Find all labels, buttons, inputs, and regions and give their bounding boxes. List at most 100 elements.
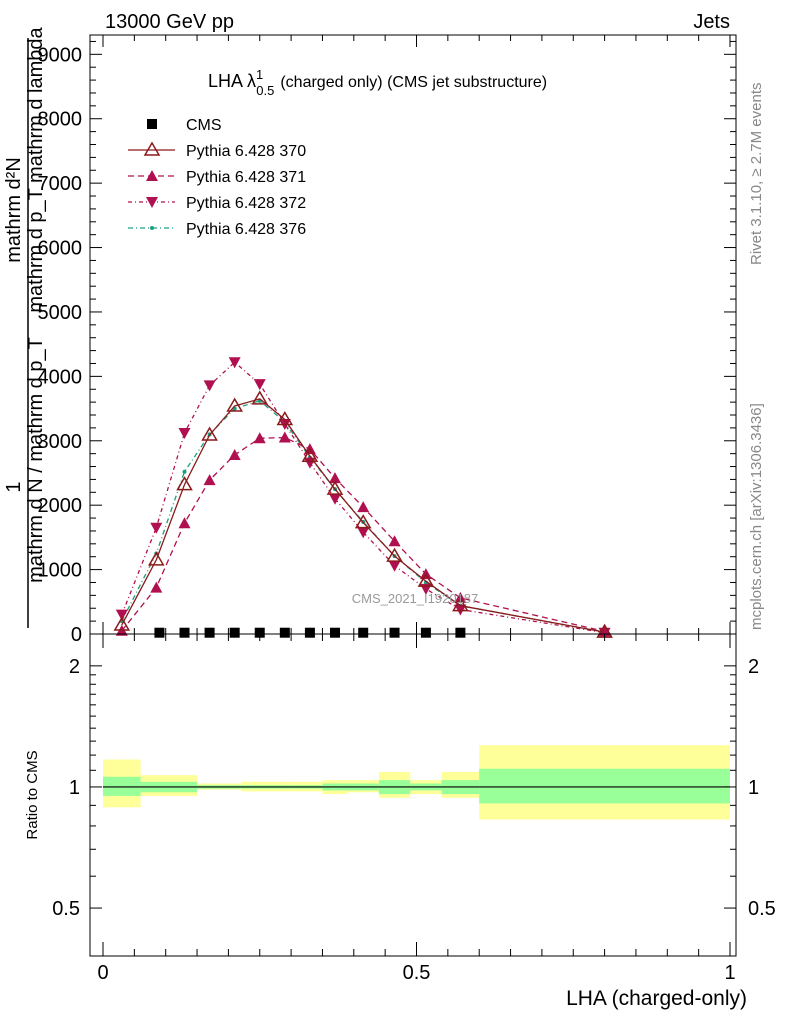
data-point	[251, 390, 269, 405]
series-line	[121, 398, 605, 633]
legend-marker	[147, 119, 157, 129]
data-point	[328, 493, 341, 505]
y-tick-label: 8000	[38, 109, 83, 131]
data-point	[228, 448, 241, 460]
series-line	[121, 436, 605, 633]
y-tick-label: 4000	[38, 366, 83, 388]
data-point	[203, 474, 216, 486]
data-point	[254, 627, 265, 638]
data-point	[204, 627, 215, 638]
y-tick-label: 0	[71, 624, 82, 646]
main-ylabel: 1 mathrm d N / mathrm d p_T mathrm d²N m…	[3, 26, 47, 628]
ratio-y-tick-label-right: 0.5	[748, 898, 776, 920]
data-point	[182, 469, 187, 474]
data-point	[452, 597, 469, 612]
data-point	[278, 431, 291, 443]
y-tick-label: 9000	[38, 44, 83, 66]
ratio-frame	[89, 633, 737, 957]
ratio-y-tick-label-right: 2	[748, 656, 759, 678]
data-point	[329, 627, 340, 638]
data-point	[358, 627, 369, 638]
data-point	[178, 517, 191, 529]
data-point	[388, 535, 401, 547]
legend-label: Pythia 6.428 371	[186, 169, 306, 186]
data-point	[147, 551, 165, 566]
legend-entry: Pythia 6.428 370	[128, 141, 306, 160]
data-point	[301, 447, 319, 462]
data-point	[276, 411, 294, 426]
data-point	[455, 627, 466, 638]
data-point	[229, 627, 240, 638]
data-point	[178, 428, 191, 440]
series-line	[121, 400, 605, 633]
header-left: 13000 GeV pp	[105, 11, 234, 33]
x-axis-label: LHA (charged-only)	[566, 987, 747, 1010]
y-tick-label: 6000	[38, 238, 83, 260]
y-tick-label: 1000	[38, 560, 83, 582]
inner-uncertainty-band	[103, 776, 141, 796]
header-right: Jets	[693, 11, 730, 33]
data-point	[176, 476, 193, 491]
ratio-plot-panel: 0.5 0.5 1 1 2 2 0 0.5 1	[52, 633, 776, 984]
svg-text:mathrm d²N: mathrm d²N	[3, 157, 25, 263]
y-tick-label: 5000	[38, 302, 83, 324]
x-tick-label: 1	[724, 962, 735, 984]
ratio-y-tick-label-right: 1	[748, 777, 759, 799]
legend-label: Pythia 6.428 370	[186, 143, 306, 160]
legend-label: CMS	[186, 117, 222, 134]
data-point	[203, 380, 216, 392]
data-point	[253, 379, 266, 391]
data-point	[201, 426, 218, 441]
legend-entry: Pythia 6.428 371	[128, 169, 306, 186]
watermark: CMS_2021_I1920187	[352, 591, 479, 606]
legend-label: Pythia 6.428 372	[186, 195, 306, 212]
data-point	[150, 581, 163, 593]
data-point	[357, 501, 370, 513]
data-point	[417, 572, 435, 587]
series-3	[115, 357, 611, 639]
data-point	[328, 472, 341, 484]
data-point	[226, 397, 243, 412]
data-point	[154, 627, 165, 638]
data-point	[150, 522, 163, 534]
ratio-ylabel: Ratio to CMS	[24, 750, 41, 839]
x-tick-label: 0	[97, 962, 108, 984]
svg-text:1: 1	[3, 481, 25, 492]
svg-text:LHA λ10.5(charged only) (CMS j: LHA λ1 0.5 (charged only) (CMS jet substru…	[208, 67, 547, 98]
title-main: LHA λ	[208, 71, 256, 91]
main-plot-panel: 0 1000 2000 3000 4000 5000 6000 7000 8000 9000	[38, 34, 737, 646]
legend-entry: CMS	[147, 117, 222, 134]
legend-marker	[143, 141, 161, 156]
data-point	[420, 627, 431, 638]
legend-marker	[146, 170, 158, 181]
y-tick-label: 2000	[38, 495, 83, 517]
series-1	[113, 390, 613, 638]
legend-marker	[150, 226, 154, 230]
legend-entry: Pythia 6.428 376	[128, 221, 306, 238]
series-0	[154, 627, 466, 638]
data-point	[179, 627, 190, 638]
chart-title: LHA λ1 0.5 (charged only) (CMS jet substru…	[208, 67, 547, 98]
title-rest: (charged only) (CMS jet substructure)	[280, 74, 547, 91]
data-point	[115, 609, 128, 621]
data-point	[326, 480, 344, 495]
title-sup: 1	[256, 67, 263, 82]
inner-uncertainty-band	[479, 768, 730, 804]
legend-label: Pythia 6.428 376	[186, 221, 306, 238]
data-point	[354, 514, 372, 529]
mcplots-label: mcplots.cern.ch [arXiv:1306.3436]	[748, 403, 765, 630]
rivet-label: Rivet 3.1.10, ≥ 2.7M events	[748, 83, 765, 266]
data-point	[279, 627, 290, 638]
svg-text:mathrm d p_T mathrm d lambda: mathrm d p_T mathrm d lambda	[25, 26, 47, 312]
x-tick-label: 0.5	[403, 962, 431, 984]
legend-marker	[146, 197, 158, 208]
data-point	[389, 627, 400, 638]
data-point	[357, 527, 370, 539]
legend: CMS Pythia 6.428 370 Pythia 6.428 371 Pythi…	[128, 117, 306, 238]
data-point	[113, 616, 131, 631]
title-sub: 0.5	[256, 83, 274, 98]
ratio-y-tick-label: 2	[69, 656, 80, 678]
svg-text:mathrm d N / mathrm d p_T: mathrm d N / mathrm d p_T	[25, 337, 47, 583]
data-point	[386, 547, 403, 562]
